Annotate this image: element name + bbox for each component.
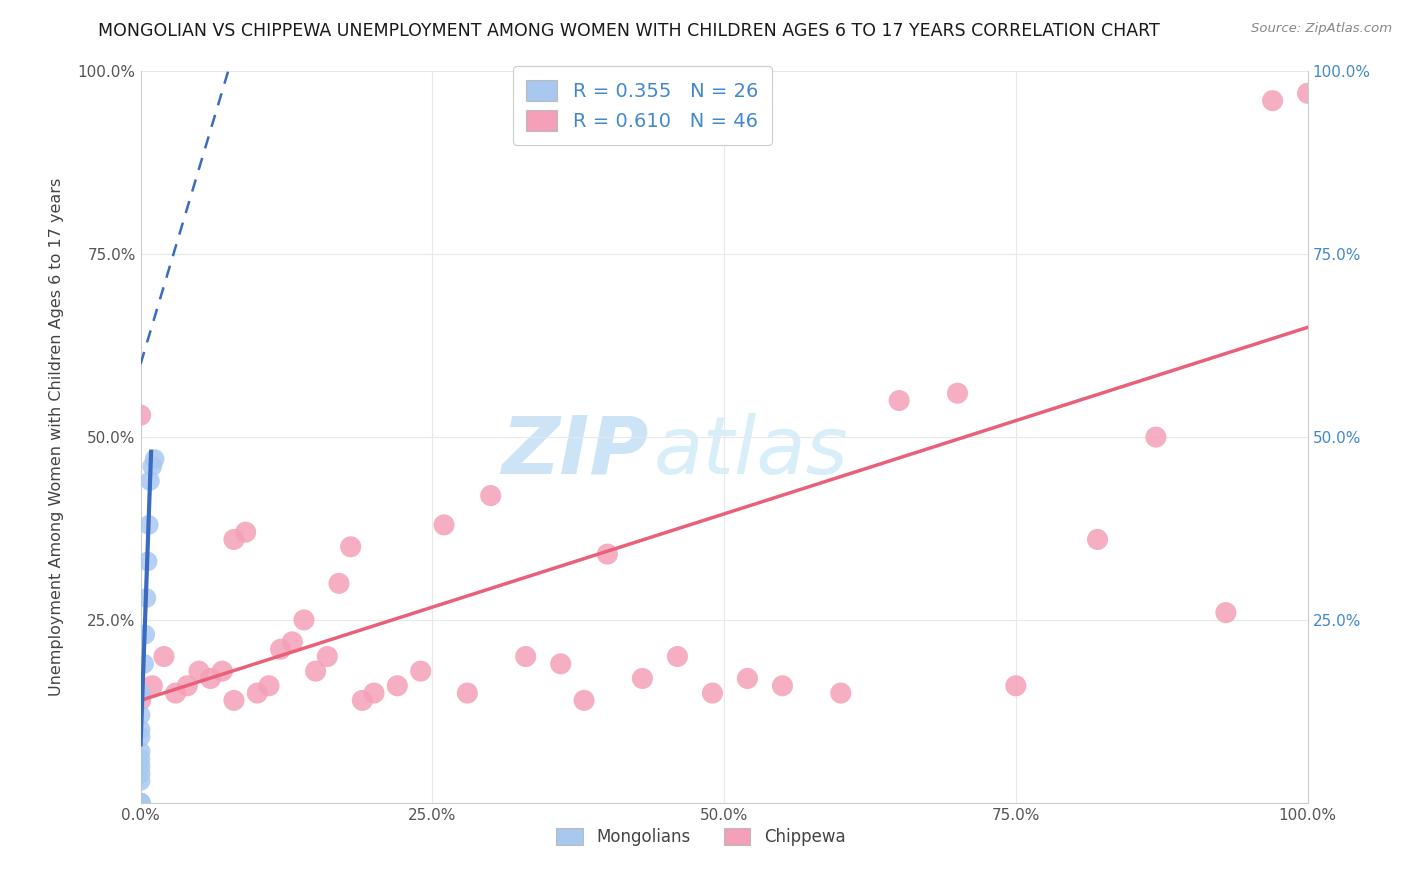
Point (141, 459, 163, 474)
Point (153, 649, 176, 664)
Point (316, 649, 339, 664)
Point (129, 686, 152, 700)
Point (129, 730, 152, 744)
Point (281, 635, 304, 649)
Text: MONGOLIAN VS CHIPPEWA UNEMPLOYMENT AMONG WOMEN WITH CHILDREN AGES 6 TO 17 YEARS : MONGOLIAN VS CHIPPEWA UNEMPLOYMENT AMONG… (98, 22, 1160, 40)
Point (129, 693, 152, 707)
Point (456, 686, 478, 700)
Point (631, 672, 654, 686)
Point (129, 745, 152, 759)
Point (141, 679, 163, 693)
Point (129, 796, 152, 810)
Point (143, 452, 166, 467)
Point (433, 517, 456, 532)
Point (1005, 679, 1028, 693)
Point (135, 591, 157, 605)
Point (572, 693, 595, 707)
Point (222, 693, 245, 707)
Text: ZIP: ZIP (501, 413, 648, 491)
Text: Source: ZipAtlas.com: Source: ZipAtlas.com (1251, 22, 1392, 36)
Point (129, 796, 152, 810)
Point (235, 525, 257, 540)
Point (129, 766, 152, 780)
Point (129, 759, 152, 773)
Point (363, 686, 385, 700)
Point (211, 664, 233, 678)
Point (292, 613, 315, 627)
Point (270, 642, 292, 657)
Point (222, 533, 245, 547)
Point (515, 649, 537, 664)
Y-axis label: Unemployment Among Women with Children Ages 6 to 17 years: Unemployment Among Women with Children A… (49, 178, 63, 696)
Point (737, 672, 759, 686)
Point (138, 517, 160, 532)
Point (188, 664, 211, 678)
Point (129, 723, 152, 737)
Point (772, 679, 794, 693)
Point (1215, 606, 1237, 620)
Point (129, 773, 152, 788)
Point (134, 627, 156, 641)
Point (129, 408, 152, 422)
Point (352, 693, 374, 707)
Point (129, 796, 152, 810)
Point (550, 657, 572, 671)
Point (946, 386, 969, 401)
Point (328, 576, 350, 591)
Point (387, 679, 409, 693)
Point (1144, 430, 1167, 444)
Point (132, 657, 155, 671)
Point (129, 708, 152, 723)
Point (1261, 94, 1284, 108)
Point (339, 540, 361, 554)
Point (305, 664, 328, 678)
Point (129, 752, 152, 766)
Point (129, 796, 152, 810)
Point (1087, 533, 1109, 547)
Point (129, 796, 152, 810)
Legend: Mongolians, Chippewa: Mongolians, Chippewa (550, 822, 852, 853)
Point (596, 547, 619, 561)
Point (479, 489, 502, 503)
Point (889, 393, 911, 408)
Point (246, 686, 269, 700)
Point (139, 474, 162, 488)
Point (409, 664, 432, 678)
Point (129, 796, 152, 810)
Point (200, 672, 222, 686)
Point (165, 686, 187, 700)
Point (666, 649, 689, 664)
Point (257, 679, 280, 693)
Point (1296, 87, 1319, 101)
Point (129, 796, 152, 810)
Point (129, 796, 152, 810)
Point (702, 686, 724, 700)
Point (129, 796, 152, 810)
Point (830, 686, 852, 700)
Text: atlas: atlas (654, 413, 849, 491)
Point (176, 679, 198, 693)
Point (136, 554, 159, 568)
